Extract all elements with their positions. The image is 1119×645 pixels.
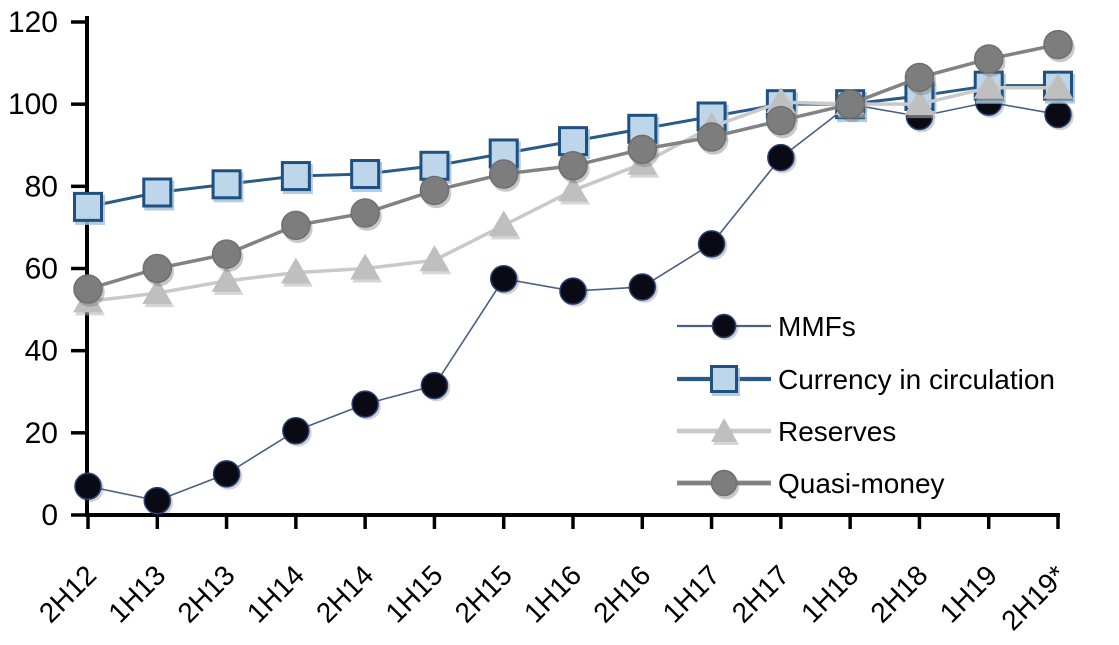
legend-item-reserves: Reserves xyxy=(677,416,896,447)
legend-item-currency-in-circulation: Currency in circulation xyxy=(677,364,1055,395)
data-point-currency-in-circulation xyxy=(280,161,311,192)
data-point-reserves xyxy=(142,278,173,305)
data-point-currency-in-circulation xyxy=(73,191,103,222)
data-point-currency-in-circulation xyxy=(142,177,173,208)
legend-label-currency: Currency in circulation xyxy=(778,364,1055,395)
data-point-quasi-money xyxy=(73,274,103,304)
legend-label-quasi-money: Quasi-money xyxy=(778,468,945,499)
x-tick-label-2h18: 2H18 xyxy=(864,559,933,628)
data-point-currency-in-circulation xyxy=(350,159,381,190)
y-tick-label: 0 xyxy=(41,499,58,532)
data-point-mmfs xyxy=(420,371,449,400)
y-tick-label: 100 xyxy=(8,88,58,121)
legend-marker-triangle-icon xyxy=(711,418,737,442)
y-tick-label: 120 xyxy=(8,6,58,39)
data-point-mmfs xyxy=(282,417,310,445)
x-tick-label-2h17: 2H17 xyxy=(726,559,795,628)
y-tick-label: 60 xyxy=(25,253,58,286)
x-tick-label-1h17: 1H17 xyxy=(657,559,726,628)
data-point-quasi-money xyxy=(904,62,935,93)
plot-series xyxy=(73,29,1073,515)
data-point-quasi-money xyxy=(488,159,519,189)
data-point-quasi-money xyxy=(419,175,450,206)
data-point-reserves xyxy=(973,72,1004,99)
data-point-mmfs xyxy=(212,460,241,488)
x-tick-label-1h16: 1H16 xyxy=(518,559,587,628)
x-tick-label-2h14: 2H14 xyxy=(310,559,379,628)
data-point-quasi-money xyxy=(211,239,242,269)
data-point-quasi-money xyxy=(558,151,588,181)
data-point-quasi-money xyxy=(627,134,658,165)
data-point-reserves xyxy=(211,265,242,292)
data-point-quasi-money xyxy=(281,210,311,241)
data-point-quasi-money xyxy=(766,105,796,136)
x-tick-label-1h14: 1H14 xyxy=(241,559,310,628)
y-tick-label: 40 xyxy=(25,335,58,368)
series-markers-quasi-money xyxy=(73,29,1073,304)
legend-label-mmfs: MMFs xyxy=(778,311,856,342)
data-point-mmfs xyxy=(628,273,657,301)
legend: MMFs Currency in circulation Reserves Qu… xyxy=(677,311,1055,499)
data-point-quasi-money xyxy=(350,198,380,228)
legend-marker-circle-icon xyxy=(711,313,737,339)
data-point-reserves xyxy=(280,257,311,284)
x-tick-label-1h13: 1H13 xyxy=(102,559,171,628)
data-point-mmfs xyxy=(489,265,518,293)
x-tick-label-2h16: 2H16 xyxy=(587,559,656,628)
data-point-currency-in-circulation xyxy=(558,126,588,157)
series-quasi-money xyxy=(73,29,1073,304)
data-point-quasi-money xyxy=(142,253,173,284)
data-point-mmfs xyxy=(767,143,795,172)
x-tick-label-2h15: 2H15 xyxy=(449,559,518,628)
legend-item-mmfs: MMFs xyxy=(677,311,856,342)
data-point-mmfs xyxy=(143,486,172,515)
data-point-mmfs xyxy=(351,390,379,418)
data-point-currency-in-circulation xyxy=(419,150,450,181)
data-point-reserves xyxy=(765,87,796,114)
data-point-mmfs xyxy=(1044,100,1072,129)
x-tick-label-2h13: 2H13 xyxy=(172,559,241,628)
x-tick-label-2h19: 2H19* xyxy=(995,559,1072,636)
data-point-reserves xyxy=(419,245,450,272)
legend-label-reserves: Reserves xyxy=(778,416,896,447)
data-point-reserves xyxy=(1043,72,1073,99)
data-point-mmfs xyxy=(559,277,587,305)
data-point-mmfs xyxy=(697,230,726,258)
data-point-quasi-money xyxy=(696,122,727,152)
data-point-reserves xyxy=(350,253,381,280)
x-tick-label-1h15: 1H15 xyxy=(379,559,448,628)
legend-marker-circle-icon xyxy=(710,469,738,497)
y-tick-label: 20 xyxy=(25,417,58,450)
data-point-mmfs xyxy=(74,472,102,500)
legend-item-quasi-money: Quasi-money xyxy=(677,468,945,499)
x-tick-label-1h18: 1H18 xyxy=(795,559,864,628)
data-point-quasi-money xyxy=(973,44,1004,74)
data-point-currency-in-circulation xyxy=(211,169,242,200)
y-tick-label: 80 xyxy=(25,170,58,203)
data-point-reserves xyxy=(488,210,519,237)
data-point-reserves xyxy=(904,89,935,116)
data-point-quasi-money xyxy=(835,89,865,119)
data-point-reserves xyxy=(558,175,588,202)
legend-marker-square-icon xyxy=(710,365,738,393)
data-point-quasi-money xyxy=(1043,29,1073,60)
x-tick-label-2h12: 2H12 xyxy=(33,559,102,628)
x-tick-label-1h19: 1H19 xyxy=(934,559,1003,628)
